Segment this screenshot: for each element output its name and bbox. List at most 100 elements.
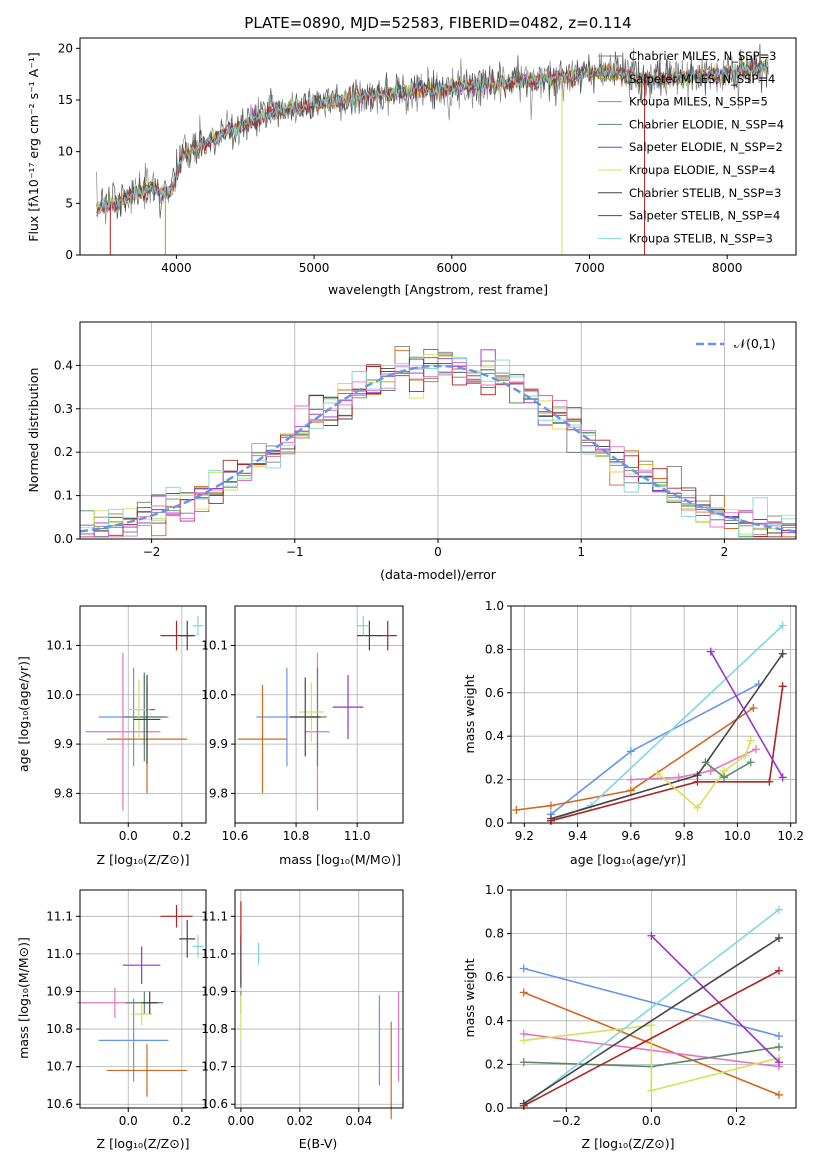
mass_vs_ebv-xtick-label: 0.02 — [286, 1114, 313, 1128]
age_vs_mass-ytick-label: 10.1 — [201, 638, 228, 652]
spectrum-series-line — [100, 43, 769, 220]
age_vs_Z-ytick-label: 10.0 — [46, 688, 73, 702]
mass_vs_Z-xtick-label: 0.0 — [119, 1114, 138, 1128]
residuals-xtick-label: −1 — [286, 545, 304, 559]
massweight_vs_age-xtick-label: 9.2 — [515, 829, 534, 843]
mass-weight-line — [630, 748, 757, 781]
age_vs_Z-ytick-label: 10.1 — [46, 638, 73, 652]
mass-weight-marker — [778, 773, 787, 782]
residuals-xtick-label: −2 — [143, 545, 161, 559]
mass-weight-marker — [701, 758, 710, 767]
spectrum-series-line — [96, 60, 769, 218]
spectrum-ytick-label: 0 — [65, 248, 73, 262]
age-vs-z-xlabel: Z [log₁₀(Z/Z⊙)] — [97, 852, 190, 867]
mass-weight-marker — [720, 773, 729, 782]
residuals-frame — [79, 321, 797, 540]
mass-weight-marker — [765, 777, 774, 786]
mass-weight-marker — [626, 747, 635, 756]
mass-weight-marker — [519, 1058, 528, 1067]
mass-weight-marker — [647, 931, 656, 940]
massweight_vs_Z-frame — [510, 889, 797, 1109]
massweight_vs_Z-axes: −0.2 0.0 0.2 0.0 0.2 0.4 0.6 0.8 1.0 — [485, 883, 797, 1128]
age_vs_mass-ytick-label: 10.0 — [201, 688, 228, 702]
mass-weight-line — [523, 967, 780, 1037]
legend-entry: Chabrier STELIB, N_SSP=3 — [629, 186, 781, 200]
residuals-xlabel: (data-model)/error — [380, 567, 497, 582]
massweight_vs_age-xtick-label: 9.6 — [621, 829, 640, 843]
mass-weight-marker — [626, 786, 635, 795]
mass-weight-marker — [653, 769, 662, 778]
massweight_vs_Z-xtick-label: 0.0 — [642, 1114, 661, 1128]
gaussian-curve — [79, 364, 797, 533]
mass-weight-marker — [693, 777, 702, 786]
residuals-ytick-label: 0.4 — [54, 358, 73, 372]
residuals-ylabel: Normed distribution — [26, 368, 41, 493]
mass_vs_Z-ytick-label: 11.1 — [46, 909, 73, 923]
mass-weight-line — [650, 935, 780, 1063]
spectrum-xtick-label: 5000 — [299, 261, 330, 275]
residual-histogram — [80, 349, 796, 538]
mass_vs_ebv-xtick-label: 0.00 — [228, 1114, 255, 1128]
age-vs-z-ylabel: age [log₁₀(age/yr)] — [16, 656, 31, 772]
mass_vs_Z-xtick-label: 0.2 — [172, 1114, 191, 1128]
mass-vs-ebv-xlabel: E(B-V) — [299, 1136, 338, 1151]
mass_vs_ebv-ytick-label: 10.8 — [201, 1022, 228, 1036]
mass-weight-marker — [774, 933, 783, 942]
age_vs_mass-xtick-label: 11.0 — [344, 829, 371, 843]
age_vs_mass-frame — [234, 605, 404, 824]
mass-weight-line — [523, 969, 780, 1107]
massweight_vs_age-ytick-label: 0.0 — [485, 816, 504, 830]
mass-weight-marker — [693, 803, 702, 812]
mass-weight-marker — [512, 805, 521, 814]
mass-weight-marker — [778, 682, 787, 691]
mass_vs_ebv-ytick-label: 11.0 — [201, 947, 228, 961]
legend-entry: Kroupa MILES, N_SSP=5 — [629, 95, 768, 109]
massweight_vs_age-xtick-label: 10.0 — [724, 829, 751, 843]
mass_vs_Z-ytick-label: 11.0 — [46, 947, 73, 961]
spectrum-xlabel: wavelength [Angstrom, rest frame] — [328, 282, 548, 297]
residuals-xtick-label: 1 — [577, 545, 585, 559]
age_vs_Z-frame — [79, 605, 207, 824]
spectrum-ytick-label: 5 — [65, 196, 73, 210]
age_vs_mass-xtick-label: 10.8 — [283, 829, 310, 843]
mass-weight-marker — [774, 966, 783, 975]
mass-weight-marker — [752, 745, 761, 754]
mass-weight-marker — [774, 1032, 783, 1041]
mass-weight-marker — [706, 647, 715, 656]
residuals-xtick-label: 2 — [721, 545, 729, 559]
legend-entry: Salpeter ELODIE, N_SSP=2 — [629, 140, 783, 154]
massweight_vs_age-axes: 9.2 9.4 9.6 9.8 10.0 10.2 0.0 0.2 0.4 0.6 0.8 1.0 — [485, 599, 804, 843]
massweight_vs_Z-ytick-label: 0.4 — [485, 1014, 504, 1028]
mass-weight-marker — [778, 649, 787, 658]
mass-weight-marker — [741, 751, 750, 760]
mass-weight-marker — [647, 1021, 656, 1030]
age_vs_Z-ytick-label: 9.8 — [54, 786, 73, 800]
residuals-xtick-label: 0 — [434, 545, 442, 559]
massweight_vs_age-ytick-label: 1.0 — [485, 599, 504, 613]
spectrum-title: PLATE=0890, MJD=52583, FIBERID=0482, z=0… — [244, 14, 631, 32]
mass_vs_Z-frame — [79, 889, 207, 1109]
mass-vs-z-ylabel: mass [log₁₀(M/M⊙)] — [16, 937, 31, 1059]
massweight-age-ylabel: mass weight — [462, 674, 477, 753]
mass-weight-marker — [774, 1042, 783, 1051]
massweight_vs_Z-ytick-label: 0.0 — [485, 1101, 504, 1115]
massweight_vs_Z-xtick-label: −0.2 — [552, 1114, 581, 1128]
spectrum-ylabel: Flux [fλ10⁻¹⁷ erg cm⁻² s⁻¹ A⁻¹] — [26, 52, 41, 241]
mass-weight-marker — [778, 621, 787, 630]
age_vs_Z-axes: 0.0 0.2 9.8 9.9 10.0 10.1 — [46, 605, 207, 843]
mass-vs-z-xlabel: Z [log₁₀(Z/Z⊙)] — [97, 1136, 190, 1151]
massweight_vs_Z-xtick-label: 0.2 — [727, 1114, 746, 1128]
mass-weight-marker — [626, 775, 635, 784]
spectrum-ytick-label: 10 — [58, 145, 73, 159]
massweight_vs_age-ytick-label: 0.4 — [485, 729, 504, 743]
mass-weight-line — [523, 908, 780, 1107]
massweight-z-xlabel: Z [log₁₀(Z/Z⊙)] — [582, 1136, 675, 1151]
mass-weight-marker — [746, 758, 755, 767]
residual-histogram — [80, 362, 796, 538]
residuals-ytick-label: 0.1 — [54, 489, 73, 503]
massweight_vs_Z-ytick-label: 0.2 — [485, 1057, 504, 1071]
spectrum-xtick-label: 7000 — [574, 261, 605, 275]
mass_vs_Z-ytick-label: 10.9 — [46, 984, 73, 998]
legend-entry: Chabrier ELODIE, N_SSP=4 — [629, 117, 784, 131]
